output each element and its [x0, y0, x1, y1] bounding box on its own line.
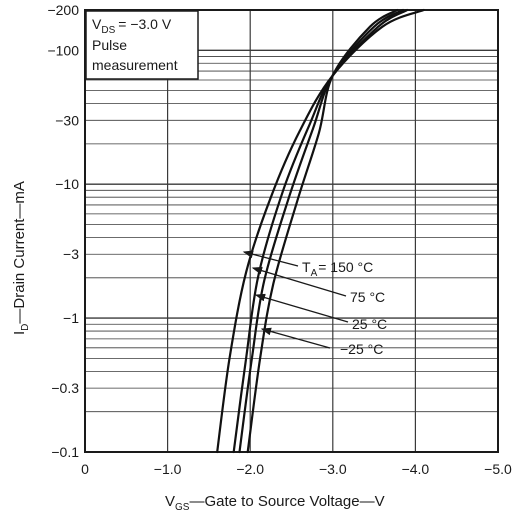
leader-150c: [242, 250, 299, 267]
condition-box: VDS = −3.0 V Pulse measurement: [85, 10, 199, 80]
plot-frame: [84, 9, 499, 453]
leader-lines: [242, 250, 349, 349]
vds-value: = −3.0 V: [118, 16, 172, 32]
ta-symbol: T: [302, 259, 311, 275]
y-tick-label: −1: [63, 310, 79, 326]
series-label-150c: TA= 150 °C: [302, 259, 373, 279]
series-labels: TA= 150 °C 75 °C 25 °C −25 °C: [302, 259, 387, 357]
y-tick-label: −0.3: [51, 380, 79, 396]
curves: [216, 8, 425, 454]
y-tick-label: −0.1: [51, 444, 79, 460]
x-axis-text: —Gate to Source Voltage—V: [189, 493, 384, 510]
x-tick-label: −1.0: [154, 461, 182, 477]
leader-25c: [254, 293, 349, 323]
series-line-1: [232, 8, 409, 454]
leader-75c: [251, 266, 347, 297]
x-axis-subscript: GS: [175, 502, 190, 513]
vds-symbol: V: [92, 16, 102, 32]
measurement-label: measurement: [92, 57, 178, 73]
y-axis-subscript: D: [20, 324, 31, 331]
leader-minus25c: [260, 327, 331, 349]
series-line-3: [246, 8, 399, 454]
series-150c-name: = 150 °C: [318, 259, 373, 275]
y-tick-label: −200: [47, 2, 79, 18]
y-tick-label: −100: [47, 42, 79, 58]
ta-subscript: A: [311, 268, 318, 279]
vds-condition: VDS = −3.0 V: [92, 16, 172, 36]
x-tick-label: −4.0: [402, 461, 430, 477]
y-tick-label: −10: [55, 176, 79, 192]
x-tick-label: −3.0: [319, 461, 347, 477]
x-axis-title: VGS—Gate to Source Voltage—V: [165, 493, 385, 513]
y-tick-label: −30: [55, 112, 79, 128]
pulse-label: Pulse: [92, 37, 127, 53]
series-line-0: [216, 8, 425, 454]
x-tick-label: 0: [81, 461, 89, 477]
series-label-25c: 25 °C: [352, 316, 387, 332]
x-axis-symbol: V: [165, 493, 175, 510]
vds-subscript: DS: [101, 25, 115, 36]
x-tick-label: −5.0: [484, 461, 512, 477]
series-label-75c: 75 °C: [350, 289, 385, 305]
y-axis-text: —Drain Current—mA: [11, 181, 28, 324]
tick-labels: 0 −1.0 −2.0 −3.0 −4.0 −5.0 −200 −100 −30 −10 −3 −1 −…: [47, 2, 512, 477]
y-axis-symbol: I: [11, 331, 28, 335]
x-tick-label: −2.0: [236, 461, 264, 477]
series-label-minus25c: −25 °C: [340, 341, 383, 357]
y-axis-title: ID—Drain Current—mA: [11, 181, 31, 335]
series-line-2: [238, 8, 405, 454]
y-tick-label: −3: [63, 246, 79, 262]
condition-box-frame: [85, 10, 199, 80]
